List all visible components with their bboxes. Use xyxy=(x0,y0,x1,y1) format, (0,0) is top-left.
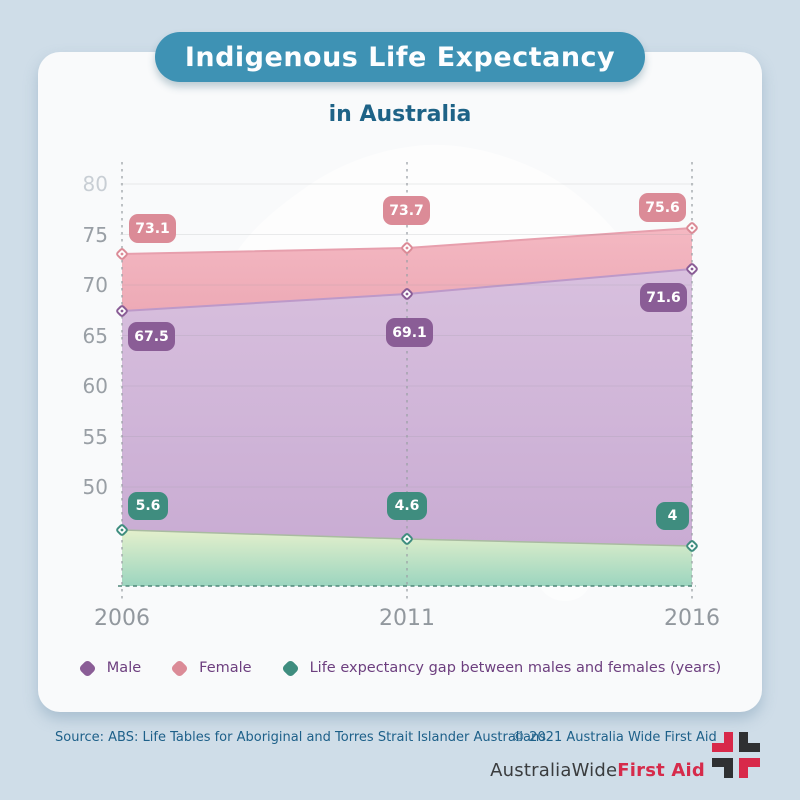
x-tick-2011: 2011 xyxy=(379,606,435,631)
y-tick-75: 75 xyxy=(82,223,108,247)
gap-swatch-icon xyxy=(280,658,300,678)
brand-suffix: First Aid xyxy=(617,760,705,781)
gap-2006-label: 5.6 xyxy=(128,492,168,520)
page-title-text: Indigenous Life Expectancy xyxy=(184,41,616,73)
legend-label-gap: Life expectancy gap between males and fe… xyxy=(309,660,722,676)
source-text: Source: ABS: Life Tables for Aboriginal … xyxy=(55,730,546,745)
copyright-text: © 2021 Australia Wide First Aid xyxy=(512,730,717,745)
y-tick-50: 50 xyxy=(82,475,108,499)
y-tick-60: 60 xyxy=(82,374,108,398)
gap-2011-label: 4.6 xyxy=(387,492,427,520)
male-2011-label: 69.1 xyxy=(386,318,433,347)
male-swatch-icon xyxy=(78,658,97,678)
female-2011-label: 73.7 xyxy=(383,196,430,225)
cross-corner-top-left xyxy=(712,732,733,752)
x-tick-2016: 2016 xyxy=(664,606,720,631)
brand-wordmark: AustraliaWideFirst Aid xyxy=(490,760,705,781)
female-2006-label: 73.1 xyxy=(129,214,176,243)
female-swatch-icon xyxy=(170,658,189,678)
page-subtitle: in Australia xyxy=(328,102,472,127)
cross-corner-top-right xyxy=(739,732,760,752)
y-tick-65: 65 xyxy=(82,324,108,348)
y-tick-70: 70 xyxy=(82,273,108,297)
legend-item-male: Male xyxy=(78,658,142,678)
legend-label-male: Male xyxy=(106,660,142,676)
legend-item-female: Female xyxy=(170,658,252,678)
male-2006-label: 67.5 xyxy=(128,322,175,351)
page-title: Indigenous Life Expectancy xyxy=(155,32,645,82)
male-2016-label: 71.6 xyxy=(640,283,687,312)
legend-item-gap: Life expectancy gap between males and fe… xyxy=(280,658,722,678)
y-tick-80: 80 xyxy=(82,172,108,196)
cross-corner-bottom-right xyxy=(739,758,760,778)
y-tick-55: 55 xyxy=(82,425,108,449)
gap-2016-label: 4 xyxy=(656,502,689,530)
cross-corner-bottom-left xyxy=(712,758,733,778)
brand-name: AustraliaWide xyxy=(490,760,618,781)
chart-legend: Male Female Life expectancy gap between … xyxy=(0,652,800,684)
first-aid-cross-icon xyxy=(712,732,760,778)
legend-label-female: Female xyxy=(199,660,252,676)
x-tick-2006: 2006 xyxy=(94,606,150,631)
female-2016-label: 75.6 xyxy=(639,193,686,222)
